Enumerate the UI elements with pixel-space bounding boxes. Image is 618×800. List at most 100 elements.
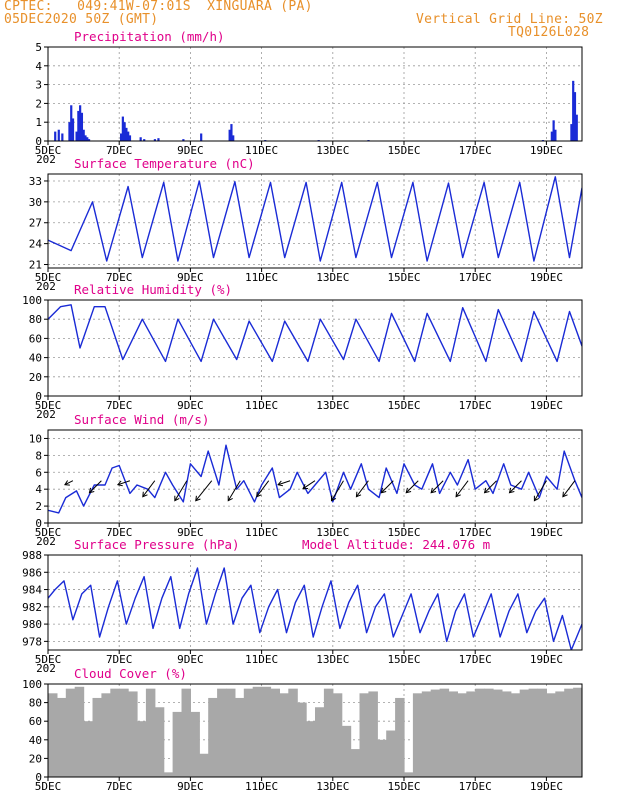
cloud-bar xyxy=(368,691,378,777)
cloud-bar xyxy=(181,688,191,777)
precip-bar xyxy=(123,122,126,141)
cloud-bar xyxy=(430,689,441,777)
y-tick-label: 80 xyxy=(29,697,42,710)
cloud-bar xyxy=(137,721,147,777)
y-tick-label: 27 xyxy=(29,217,42,230)
x-tick-label: 11DEC xyxy=(245,271,278,284)
series-group xyxy=(54,80,578,141)
precip-bar xyxy=(70,105,73,141)
precip-bar xyxy=(119,133,123,141)
cloud-bar xyxy=(297,702,307,777)
y-tick-label: 10 xyxy=(29,432,42,445)
precip-bar xyxy=(121,116,124,141)
cloud-bar xyxy=(466,691,476,777)
x-tick-label: 17DEC xyxy=(459,780,492,793)
panel-frame xyxy=(47,683,583,778)
x-tick-label: 13DEC xyxy=(316,780,349,793)
precip-bar xyxy=(200,133,203,141)
wind-vector xyxy=(64,480,74,486)
x-tick-label: 7DEC xyxy=(106,653,133,666)
series-line xyxy=(48,304,582,363)
wind-vector-head xyxy=(64,480,70,486)
cloud-bar xyxy=(163,772,174,777)
x-tick-label: 11DEC xyxy=(245,653,278,666)
wind-vector-head xyxy=(195,495,201,502)
x-minor-label: 202 xyxy=(36,408,56,421)
wind-vector xyxy=(355,480,369,498)
wind-vector-head xyxy=(302,483,309,490)
wind-vector-head xyxy=(88,487,95,494)
y-tick-label: 2 xyxy=(35,500,42,513)
cloud-bar xyxy=(546,693,556,777)
wind-vector xyxy=(533,480,547,501)
x-tick-label: 7DEC xyxy=(106,780,133,793)
cloud-bar xyxy=(217,688,227,777)
cloud-bar xyxy=(510,693,521,777)
y-tick-label: 40 xyxy=(29,352,42,365)
wind-vector-head xyxy=(508,487,515,494)
panel-3: 0 2 4 6 8 10 5DEC 7DEC 9DEC 11DEC 13DEC 15DEC 17DEC 1… xyxy=(29,412,583,548)
wind-vector-head xyxy=(455,491,461,498)
y-tick-label: 33 xyxy=(29,175,42,188)
y-tick-label: 4 xyxy=(35,483,42,496)
precip-bar xyxy=(86,137,89,141)
precip-bar xyxy=(128,135,132,141)
precip-bar xyxy=(68,122,71,141)
cloud-bar xyxy=(421,691,432,777)
series-group xyxy=(48,686,582,777)
x-tick-label: 11DEC xyxy=(245,399,278,412)
cloud-bar xyxy=(110,688,120,777)
y-tick-label: 100 xyxy=(22,678,42,691)
x-tick-label: 19DEC xyxy=(530,399,563,412)
precip-bar xyxy=(230,124,233,141)
precip-bar xyxy=(82,129,85,141)
wind-vector xyxy=(277,480,291,486)
cloud-bar xyxy=(448,691,458,777)
wind-vector xyxy=(380,480,394,494)
x-tick-label: 19DEC xyxy=(530,780,563,793)
y-tick-label: 4 xyxy=(35,60,42,73)
wind-vector-head xyxy=(277,480,284,487)
y-tick-label: 2 xyxy=(35,97,42,110)
panel-2: 0 20 40 60 80 100 5DEC 7DEC 9DEC 11DEC 13DEC 15DEC 1… xyxy=(22,282,583,421)
cloud-bar xyxy=(341,725,352,777)
cloud-bar xyxy=(288,688,298,777)
x-tick-label: 13DEC xyxy=(316,399,349,412)
cloud-bar xyxy=(412,693,423,777)
precip-bar xyxy=(228,129,231,141)
cloud-bar xyxy=(199,753,209,777)
wind-vector xyxy=(455,480,469,498)
y-tick-label: 24 xyxy=(29,238,43,251)
precip-bar xyxy=(57,129,60,141)
x-tick-label: 9DEC xyxy=(177,780,204,793)
precip-bar xyxy=(84,135,87,141)
cloud-bar xyxy=(56,697,67,777)
cloud-bar xyxy=(261,686,272,777)
precip-bar xyxy=(127,131,130,141)
y-tick-label: 980 xyxy=(22,618,42,631)
cloud-bar xyxy=(306,721,316,777)
wind-vector-head xyxy=(174,495,180,502)
wind-vector xyxy=(302,480,316,490)
cloud-bar xyxy=(252,686,263,777)
grid-line-note: Vertical Grid Line: 50Z xyxy=(416,12,603,27)
x-tick-label: 15DEC xyxy=(387,271,420,284)
x-tick-label: 15DEC xyxy=(387,653,420,666)
x-tick-label: 11DEC xyxy=(245,780,278,793)
cloud-bar xyxy=(154,707,165,777)
y-tick-label: 60 xyxy=(29,715,42,728)
precip-bar xyxy=(139,137,142,141)
x-tick-label: 5DEC xyxy=(35,780,62,793)
cloud-bar xyxy=(519,689,530,777)
cloud-bar xyxy=(323,688,334,777)
precip-bar xyxy=(87,139,91,141)
cloud-bar xyxy=(172,711,183,777)
cloud-bar xyxy=(484,688,494,777)
precip-bar xyxy=(570,124,573,141)
cloud-bar xyxy=(119,688,129,777)
cloud-bar xyxy=(386,730,396,777)
y-tick-label: 0 xyxy=(35,771,42,784)
panel-5: 0 20 40 60 80 100 5DEC 7DEC 9DEC 11DEC 13DEC 15DEC 1… xyxy=(22,666,583,793)
precip-bar xyxy=(75,131,78,141)
